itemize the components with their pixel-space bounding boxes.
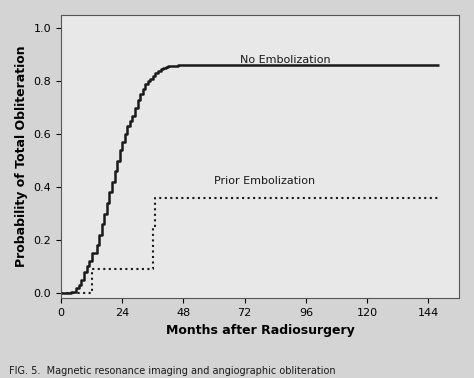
Text: Prior Embolization: Prior Embolization [214,177,315,186]
Text: No Embolization: No Embolization [239,55,330,65]
X-axis label: Months after Radiosurgery: Months after Radiosurgery [165,324,355,336]
Text: FIG. 5.  Magnetic resonance imaging and angiographic obliteration: FIG. 5. Magnetic resonance imaging and a… [9,366,336,376]
Y-axis label: Probability of Total Obliteration: Probability of Total Obliteration [15,46,28,268]
